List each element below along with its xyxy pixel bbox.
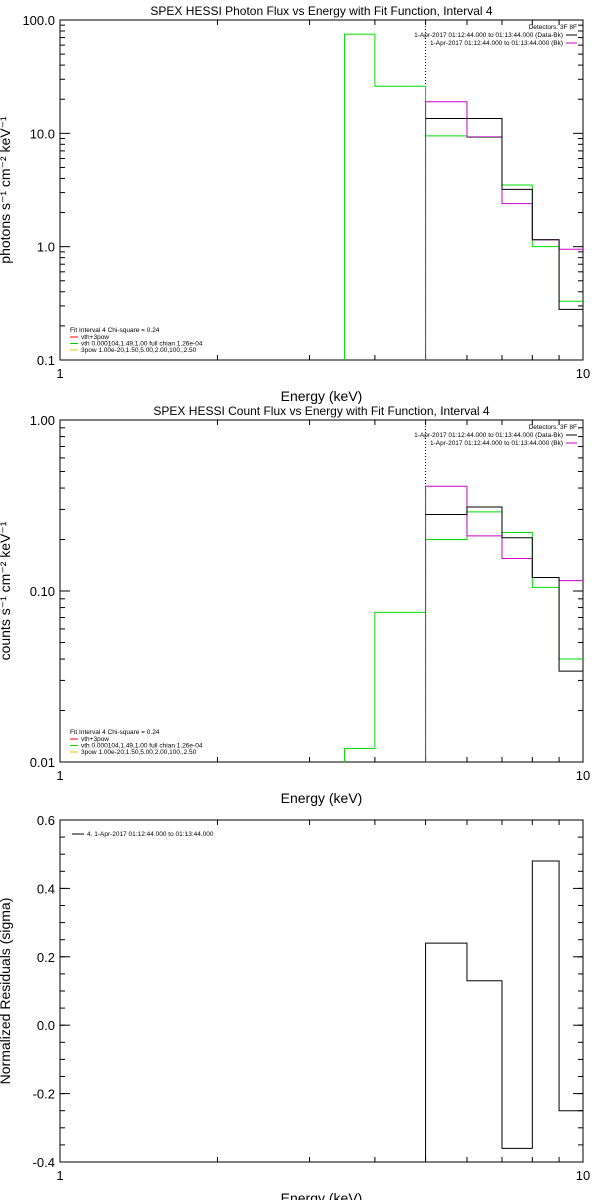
legend-fit-label: vth 0.000104,1.49,1.00 full chian 1.26e-…: [81, 743, 203, 750]
legend-fit-label: vth+3pow: [81, 334, 109, 341]
x-tick-label: 1: [56, 768, 63, 783]
y-tick-label: 0.4: [37, 881, 55, 896]
y-axis-label: counts s⁻¹ cm⁻² keV⁻¹: [0, 521, 13, 660]
plot-title: SPEX HESSI Photon Flux vs Energy with Fi…: [150, 4, 492, 18]
y-tick-label: 0.6: [37, 813, 55, 828]
legend-entry-label: 4. 1-Apr-2017 01:12:44.000 to 01:13:44.0…: [87, 831, 214, 838]
legend-fit-title: Fit Interval 4 Chi-square = 0.24: [70, 729, 160, 736]
x-axis-label: Energy (keV): [281, 790, 363, 806]
data-layer: [425, 860, 583, 1162]
legend-fit-label: vth+3pow: [81, 736, 109, 743]
photon-flux-plot: SPEX HESSI Photon Flux vs Energy with Fi…: [0, 4, 590, 404]
y-tick-label: 0.2: [37, 950, 55, 965]
x-axis-label: Energy (keV): [281, 1190, 363, 1200]
y-tick-label: 10.0: [30, 126, 55, 141]
legend-entry-label: 1-Apr-2017 01:12:44.000 to 01:13:44.000 …: [430, 40, 563, 47]
y-tick-label: 100.0: [22, 13, 55, 28]
plot-frame: [59, 19, 584, 361]
legend-entry-label: 1-Apr-2017 01:12:44.000 to 01:13:44.000 …: [414, 432, 563, 439]
y-tick-label: 0.01: [30, 755, 55, 770]
y-tick-label: -0.2: [33, 1087, 55, 1102]
y-tick-label: 0.10: [30, 584, 55, 599]
legend-detectors: Detectors: 3F 8F: [529, 24, 577, 31]
series-line: [344, 33, 583, 360]
x-axis-label: Energy (keV): [281, 388, 363, 404]
series-line: [425, 118, 583, 310]
legend-fit-label: 3pow 1.00e-20,1.50,5.00,2.00,100.,2.50: [81, 347, 197, 354]
x-tick-label: 10: [576, 1168, 590, 1183]
series-line: [344, 511, 583, 762]
data-layer: [344, 420, 583, 762]
residuals-plot: 1 10 -0.4 -0.2 0.0 0.2 0.4 0.6 Energy (keV) Norma…: [0, 813, 590, 1200]
legend-fit-label: 3pow 1.00e-20,1.50,5.00,2.00,100.,2.50: [81, 749, 197, 756]
legend-fit-title: Fit Interval 4 Chi-square = 0.24: [70, 327, 160, 334]
y-tick-label: -0.4: [33, 1155, 55, 1170]
x-tick-label: 10: [576, 366, 590, 381]
legend-fit-label: vth 0.000104,1.49,1.00 full chian 1.26e-…: [81, 341, 203, 348]
plot-frame: [59, 419, 584, 763]
y-axis-label: photons s⁻¹ cm⁻² keV⁻¹: [0, 116, 13, 264]
data-layer: [344, 20, 583, 360]
y-tick-label: 1.00: [30, 413, 55, 428]
x-tick-label: 1: [56, 1168, 63, 1183]
series-line: [425, 101, 583, 360]
x-tick-label: 10: [576, 768, 590, 783]
y-tick-label: 0.0: [37, 1018, 55, 1033]
legend-entry-label: 1-Apr-2017 01:12:44.000 to 01:13:44.000 …: [430, 440, 563, 447]
series-line: [425, 860, 583, 1162]
y-tick-label: 0.1: [37, 353, 55, 368]
count-flux-plot: SPEX HESSI Count Flux vs Energy with Fit…: [0, 404, 590, 806]
legend-detectors: Detectors: 3F 8F: [529, 424, 577, 431]
y-tick-label: 1.0: [37, 240, 55, 255]
x-tick-label: 1: [56, 366, 63, 381]
legend-entry-label: 1-Apr-2017 01:12:44.000 to 01:13:44.000 …: [414, 32, 563, 39]
plot-frame: [59, 819, 584, 1163]
y-axis-label: Normalized Residuals (sigma): [0, 898, 13, 1085]
series-line: [425, 506, 583, 672]
plot-title: SPEX HESSI Count Flux vs Energy with Fit…: [153, 404, 489, 418]
